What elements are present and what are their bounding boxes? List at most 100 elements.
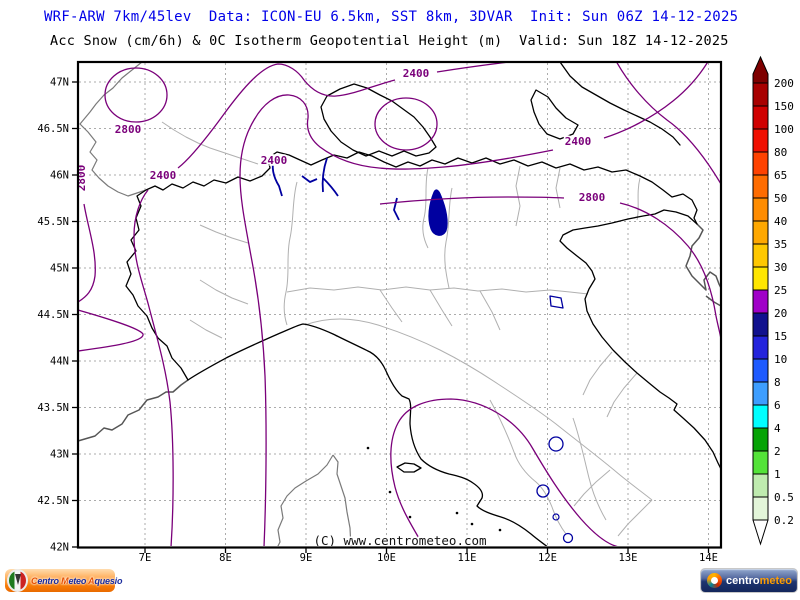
contour-2800-closed-low xyxy=(104,67,168,123)
field-valid-title-line: Acc Snow (cm/6h) & 0C Isotherm Geopotent… xyxy=(50,33,729,49)
colorbar-box xyxy=(752,450,769,475)
colorbar-label: 80 xyxy=(774,146,787,159)
lake-como xyxy=(321,157,339,197)
colorbar-box xyxy=(752,174,769,199)
colorbar-label: 15 xyxy=(774,330,787,343)
lake-lugano xyxy=(301,175,318,183)
lat-label: 42N xyxy=(50,542,69,554)
colorbar-box xyxy=(752,266,769,291)
contour-2400-closed-low xyxy=(374,97,438,151)
colorbar-box xyxy=(752,105,769,130)
colorbar-box xyxy=(752,473,769,498)
contour-label: 2800 xyxy=(75,165,88,192)
lake-maggiore xyxy=(271,157,283,197)
colorbar-tail xyxy=(752,519,769,546)
istria-coast xyxy=(685,223,720,307)
lon-label: 14E xyxy=(699,552,718,564)
corsica-coast xyxy=(277,454,352,546)
right-logo-text: centrometeo xyxy=(726,574,793,587)
contour-label: 2400 xyxy=(565,135,592,148)
lat-label: 44.5N xyxy=(37,309,69,321)
lat-label: 45N xyxy=(50,263,69,275)
colorbar-label: 8 xyxy=(774,376,781,389)
watermark: (C) www.centrometeo.com xyxy=(313,533,486,548)
colorbar-label: 0.2 xyxy=(774,514,794,527)
borders-and-coast xyxy=(125,63,720,546)
colorbar-box xyxy=(752,128,769,153)
lat-label: 44N xyxy=(50,356,69,368)
colorbar-label: 2 xyxy=(774,445,781,458)
tyrrhenian-coast xyxy=(187,323,548,546)
colorbar-box xyxy=(752,220,769,245)
lat-label: 43.5N xyxy=(37,402,69,414)
axes: 47N 46.5N 46N 45.5N 45N 44.5N 44N 43.5N 43N 42.5N… xyxy=(37,77,718,565)
lon-label: 8E xyxy=(219,552,232,564)
lon-label: 10E xyxy=(377,552,396,564)
tornado-flag-icon xyxy=(7,569,28,592)
left-logo-text: Centro Meteo Aquesio xyxy=(31,575,123,586)
contour-label: 2800 xyxy=(115,123,142,136)
lakes xyxy=(271,157,574,544)
colorbar-box xyxy=(752,358,769,383)
colorbar-box xyxy=(752,197,769,222)
adriatic-coast xyxy=(559,209,720,469)
colorbar-box xyxy=(752,381,769,406)
colorbar-box xyxy=(752,82,769,107)
foreign-coastlines xyxy=(79,63,720,546)
colorbar-label: 0.5 xyxy=(774,491,794,504)
lat-label: 46N xyxy=(50,170,69,182)
colorbar-label: 50 xyxy=(774,192,787,205)
centro-meteo-aquesio-logo[interactable]: Centro Meteo Aquesio xyxy=(5,569,122,592)
colorbar-arrow xyxy=(752,55,769,84)
lake-trasimeno xyxy=(548,436,564,452)
lon-label: 13E xyxy=(619,552,638,564)
colorbar-box xyxy=(752,335,769,360)
colorbar-box xyxy=(752,427,769,452)
contour-label: 2400 xyxy=(150,169,177,182)
austria-borders xyxy=(530,63,681,146)
colorbar-label: 6 xyxy=(774,399,781,412)
lon-label: 11E xyxy=(458,552,477,564)
colorbar-label: 25 xyxy=(774,284,787,297)
colorbar-box xyxy=(752,404,769,429)
alpine-borders xyxy=(125,151,698,381)
contour-label: 2400 xyxy=(261,154,288,167)
colorbar-label: 1 xyxy=(774,468,781,481)
contour-labels: 2800 2800 2400 2400 2400 2400 2800 xyxy=(75,65,607,206)
lake-garda xyxy=(428,189,448,236)
colorbar-box xyxy=(752,496,769,521)
lon-label: 12E xyxy=(538,552,557,564)
colorbar-label: 100 xyxy=(774,123,794,136)
grisons-borders xyxy=(320,83,437,157)
map-frame xyxy=(76,60,723,549)
contour-label: 2800 xyxy=(579,191,606,204)
colorbar-box xyxy=(752,312,769,337)
elba-island xyxy=(396,462,422,473)
colorbar: 0.2 0.5 1 2 4 6 8 10 15 20 25 30 35 40 50 65 80 100 150 200 xyxy=(752,55,794,546)
lake-bracciano xyxy=(562,532,574,544)
lake-vico xyxy=(552,513,560,521)
lon-label: 7E xyxy=(139,552,152,564)
colorbar-box xyxy=(752,151,769,176)
regional-borders xyxy=(161,121,653,537)
colorbar-label: 40 xyxy=(774,215,787,228)
centrometeo-logo[interactable]: centrometeo xyxy=(700,568,798,593)
lon-label: 9E xyxy=(300,552,313,564)
lat-label: 45.5N xyxy=(37,216,69,228)
colorbar-label: 200 xyxy=(774,77,794,90)
lat-label: 42.5N xyxy=(37,495,69,507)
colorbar-box xyxy=(752,289,769,314)
colorbar-box xyxy=(752,243,769,268)
swirl-ring-icon xyxy=(707,573,722,588)
lat-label: 43N xyxy=(50,449,69,461)
colorbar-label: 4 xyxy=(774,422,781,435)
lake-bolsena xyxy=(536,484,550,498)
colorbar-label: 35 xyxy=(774,238,787,251)
gridlines xyxy=(79,63,720,546)
colorbar-label: 150 xyxy=(774,100,794,113)
colorbar-label: 10 xyxy=(774,353,787,366)
lake-iseo xyxy=(393,197,400,221)
lat-label: 46.5N xyxy=(37,123,69,135)
